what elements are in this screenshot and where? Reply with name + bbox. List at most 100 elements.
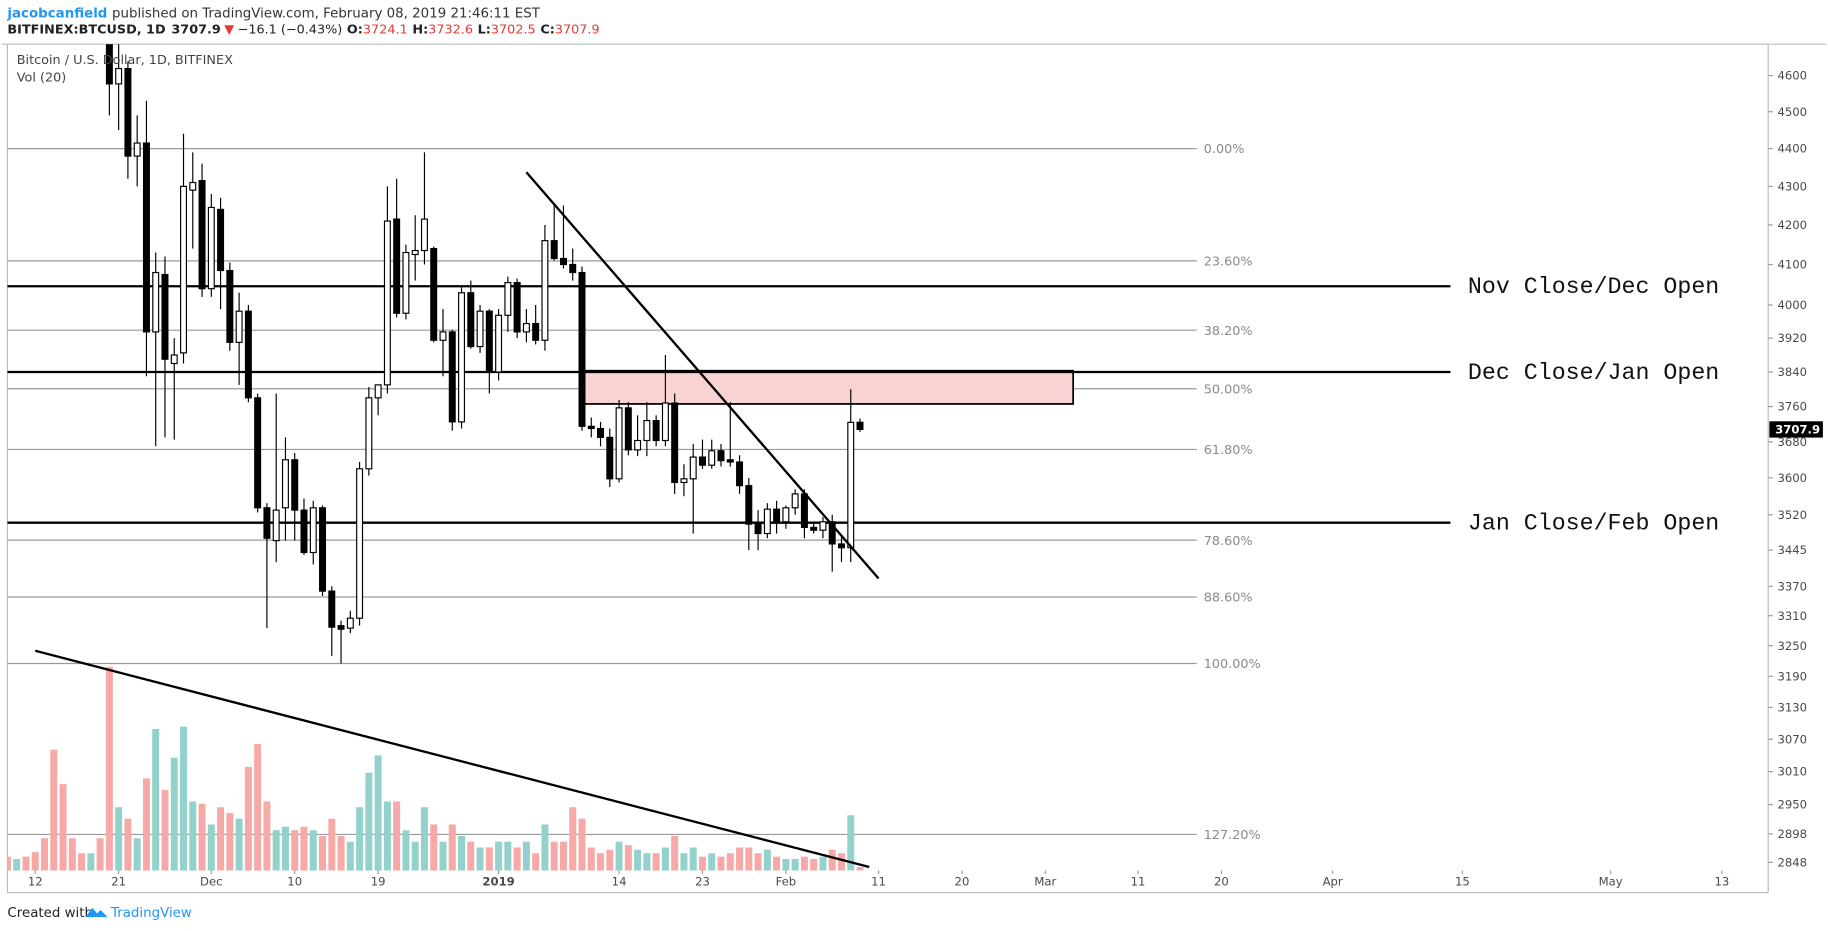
y-tick-label: 2848 — [1778, 855, 1808, 869]
volume-bar — [22, 856, 30, 871]
volume-bar — [634, 849, 642, 871]
volume-bar — [13, 858, 21, 871]
candle-body — [791, 493, 799, 509]
l-value: 3702.5 — [491, 23, 536, 38]
volume-bar — [819, 856, 827, 871]
candle-body — [448, 331, 456, 423]
candle-body — [847, 421, 855, 549]
volume-bar — [50, 749, 58, 871]
quote-line: BITFINEX:BTCUSD, 1D 3707.9 ▼ −16.1 (−0.43%)… — [7, 23, 599, 38]
volume-bar — [356, 807, 364, 871]
candle-body — [680, 478, 688, 484]
candle-body — [170, 354, 178, 365]
candle-body — [328, 590, 336, 628]
y-tick-label: 3920 — [1778, 331, 1808, 345]
candle-body — [133, 142, 141, 157]
candle-body — [661, 402, 669, 442]
volume-bar — [226, 812, 234, 871]
published: published on TradingView.com, February 0… — [112, 6, 541, 21]
y-tick-label: 4400 — [1778, 142, 1808, 156]
volume-bar — [458, 835, 466, 871]
volume-bar — [133, 838, 141, 871]
last-price-label: 3707.9 — [1775, 423, 1820, 437]
candle-body — [420, 218, 428, 252]
candle-body — [522, 322, 530, 333]
candle-body — [569, 263, 577, 274]
candle-body — [152, 271, 160, 333]
candle-body — [541, 240, 549, 341]
fib-label: 23.60% — [1204, 255, 1253, 270]
candle-body — [411, 249, 419, 256]
volume-bar — [448, 824, 456, 871]
fib-label: 100.00% — [1204, 657, 1261, 672]
candle-body — [393, 218, 401, 314]
y-tick-label: 3600 — [1778, 471, 1808, 485]
candle-body — [217, 208, 225, 272]
candle-body — [226, 269, 234, 343]
arrow: ▼ — [224, 23, 234, 38]
volume-bar — [532, 853, 540, 871]
volume-bar — [105, 666, 113, 871]
candle-body — [272, 509, 280, 542]
x-tick-label: Mar — [1034, 875, 1056, 889]
candle-body — [717, 450, 725, 462]
x-tick-label: 14 — [612, 875, 627, 889]
fib-label: 61.80% — [1204, 443, 1253, 458]
volume-bar — [189, 801, 197, 871]
volume-bar — [115, 807, 123, 871]
candle-body — [578, 271, 586, 427]
volume-bar — [393, 801, 401, 871]
candle-body — [337, 625, 345, 630]
volume-bar — [31, 852, 39, 871]
header-line: jacobcanfield published on TradingView.co… — [6, 6, 540, 21]
volume-bar — [161, 789, 169, 871]
volume-bar — [235, 818, 243, 871]
volume-bar — [597, 853, 605, 871]
volume-bar — [550, 841, 558, 871]
volume-bar — [726, 853, 734, 871]
footer-brand[interactable]: TradingView — [110, 906, 192, 921]
author[interactable]: jacobcanfield — [6, 6, 107, 21]
candle-body — [532, 322, 540, 341]
volume-bar — [485, 847, 493, 871]
volume-bar — [263, 801, 271, 871]
volume-bar — [96, 838, 104, 871]
fib-label: 0.00% — [1204, 142, 1245, 157]
candle-body — [319, 507, 327, 592]
volume-bar — [207, 824, 215, 871]
candle-body — [207, 206, 215, 290]
o-value: 3724.1 — [363, 23, 408, 38]
candle-body — [597, 427, 605, 438]
candle-body — [309, 507, 317, 554]
h-value: 3732.6 — [428, 23, 473, 38]
volume-bar — [661, 847, 669, 871]
candle-body — [244, 310, 252, 399]
volume-bar — [439, 841, 447, 871]
candle-body — [559, 257, 567, 266]
trend-line — [34, 649, 870, 869]
chart-title: Bitcoin / U.S. Dollar, 1D, BITFINEX — [17, 53, 233, 68]
y-tick-label: 3445 — [1778, 543, 1808, 557]
fib-label: 78.60% — [1204, 534, 1253, 549]
volume-bar — [124, 818, 132, 871]
candle-body — [458, 292, 466, 423]
candle-body — [856, 421, 864, 431]
volume-bar — [78, 853, 86, 871]
volume-bar — [504, 841, 512, 871]
candle-body — [346, 617, 354, 629]
volume-bar — [300, 826, 308, 871]
volume-bar — [402, 830, 410, 871]
volume-bar — [763, 849, 771, 871]
y-tick-label: 3250 — [1778, 639, 1808, 653]
candle-body — [800, 493, 808, 528]
volume-bar — [59, 784, 67, 871]
candle-body — [773, 508, 781, 523]
last-price-box — [1769, 421, 1823, 438]
candle-body — [643, 419, 651, 442]
y-tick-label: 3680 — [1778, 435, 1808, 449]
volume-bar — [495, 841, 503, 871]
volume-bar — [773, 856, 781, 871]
candle-body — [763, 508, 771, 535]
candle-body — [485, 310, 493, 373]
